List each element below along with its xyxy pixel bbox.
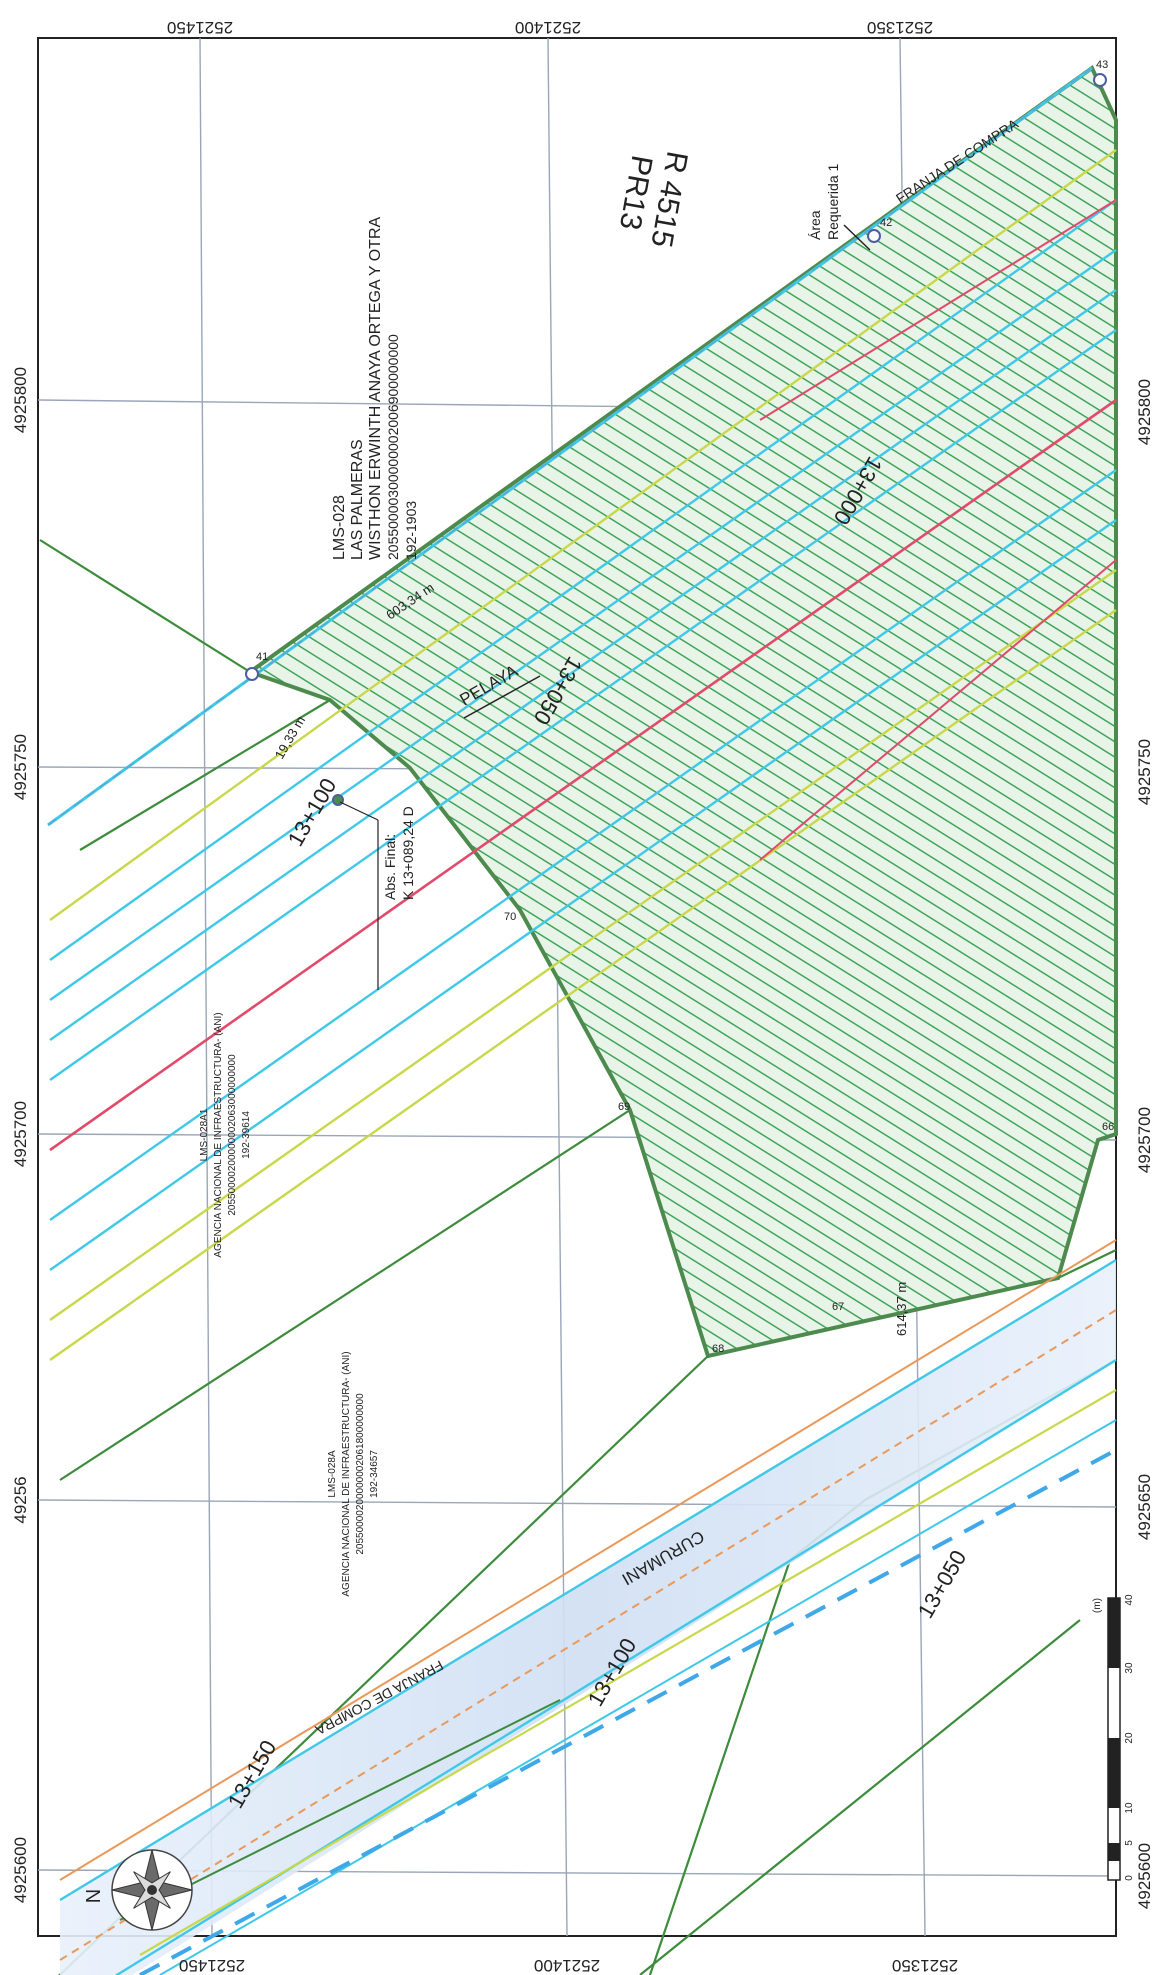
- scale-tick-30: 30: [1124, 1662, 1135, 1674]
- property-name: LAS PALMERAS: [349, 439, 366, 560]
- scale-tick-40: 40: [1124, 1594, 1135, 1606]
- scale-tick-20: 20: [1124, 1732, 1135, 1744]
- point-69: 69: [618, 1101, 630, 1113]
- svg-text:LMS-028A: LMS-028A: [327, 1450, 338, 1498]
- grid-label-right-4: 4925650: [1135, 1474, 1154, 1540]
- property-cadastral: 20550000300000002006900000000: [385, 334, 401, 560]
- svg-text:20550000200000002063000000000: 20550000200000002063000000000: [227, 1054, 238, 1216]
- svg-text:LMS-028A1: LMS-028A1: [199, 1108, 210, 1161]
- svg-text:AGENCIA NACIONAL DE INFRAESTRU: AGENCIA NACIONAL DE INFRAESTRUCTURA- (AN…: [213, 1012, 224, 1257]
- property-block: LMS-028 LAS PALMERAS WISTHON ERWINTH ANA…: [331, 217, 419, 561]
- grid-label-left-3: 4925700: [11, 1101, 30, 1167]
- road-curumani: [59, 1239, 1117, 1975]
- grid-label-left-2: 4925750: [11, 734, 30, 800]
- grid-label-right-2: 4925750: [1135, 739, 1154, 805]
- grid-label-right-5: 4925600: [1135, 1843, 1154, 1909]
- grid-label-left-1: 4925800: [11, 367, 30, 433]
- north-label: N: [83, 1889, 105, 1903]
- point-66: 66: [1102, 1121, 1114, 1133]
- point-43: 43: [1096, 59, 1108, 71]
- scale-unit: (m): [1092, 1598, 1103, 1613]
- point-68: 68: [712, 1343, 724, 1355]
- corridor-lines: [47, 66, 1117, 1361]
- grid-label-top-3: 2521350: [867, 18, 933, 37]
- point-42: 42: [880, 217, 892, 229]
- grid-label-bottom-1: 2521450: [179, 1956, 245, 1975]
- distance-614: 614,37 m: [894, 1282, 909, 1336]
- property-code: LMS-028: [331, 495, 348, 560]
- adjacent-parcel-1: LMS-028A1 AGENCIA NACIONAL DE INFRAESTRU…: [199, 1012, 252, 1257]
- abscissa-line1: Abs. Final:: [382, 834, 398, 900]
- purchase-strip-bottom: [139, 1448, 1117, 1975]
- svg-text:192-39614: 192-39614: [241, 1111, 252, 1159]
- property-registry: 192-1903: [403, 501, 419, 560]
- svg-text:20550000200000002061800000000: 20550000200000002061800000000: [355, 1393, 366, 1555]
- grid-label-bottom-3: 2521350: [892, 1956, 958, 1975]
- point-41: 41: [256, 651, 268, 663]
- scale-tick-10: 10: [1124, 1802, 1135, 1814]
- area-label-line1: Área: [807, 210, 823, 240]
- adjacent-parcel-2: LMS-028A AGENCIA NACIONAL DE INFRAESTRUC…: [327, 1351, 380, 1596]
- svg-text:AGENCIA NACIONAL DE INFRAESTRU: AGENCIA NACIONAL DE INFRAESTRUCTURA- (AN…: [341, 1351, 352, 1596]
- abscissa-line2: K 13+089,24 D: [400, 806, 416, 900]
- property-owner: WISTHON ERWINTH ANAYA ORTEGA Y OTRA: [367, 217, 384, 561]
- grid-label-bottom-2: 2521400: [534, 1956, 600, 1975]
- scale-tick-0: 0: [1124, 1875, 1135, 1881]
- scale-tick-5: 5: [1124, 1840, 1135, 1846]
- grid-label-right-1: 4925800: [1135, 379, 1154, 445]
- grid-label-left-4: 49256: [11, 1476, 30, 1523]
- scale-bar: [1107, 1597, 1121, 1881]
- compass-rose: [111, 1849, 193, 1931]
- svg-text:192-34657: 192-34657: [369, 1450, 380, 1498]
- point-70: 70: [504, 911, 516, 923]
- grid-label-right-3: 4925700: [1135, 1107, 1154, 1173]
- grid-label-left-5: 4925600: [11, 1837, 30, 1903]
- grid-label-top-1: 2521450: [167, 18, 233, 37]
- survey-points: [245, 73, 1107, 806]
- point-67: 67: [832, 1301, 844, 1313]
- area-label-line2: Requerida 1: [825, 164, 841, 240]
- grid-label-top-2: 2521400: [515, 18, 581, 37]
